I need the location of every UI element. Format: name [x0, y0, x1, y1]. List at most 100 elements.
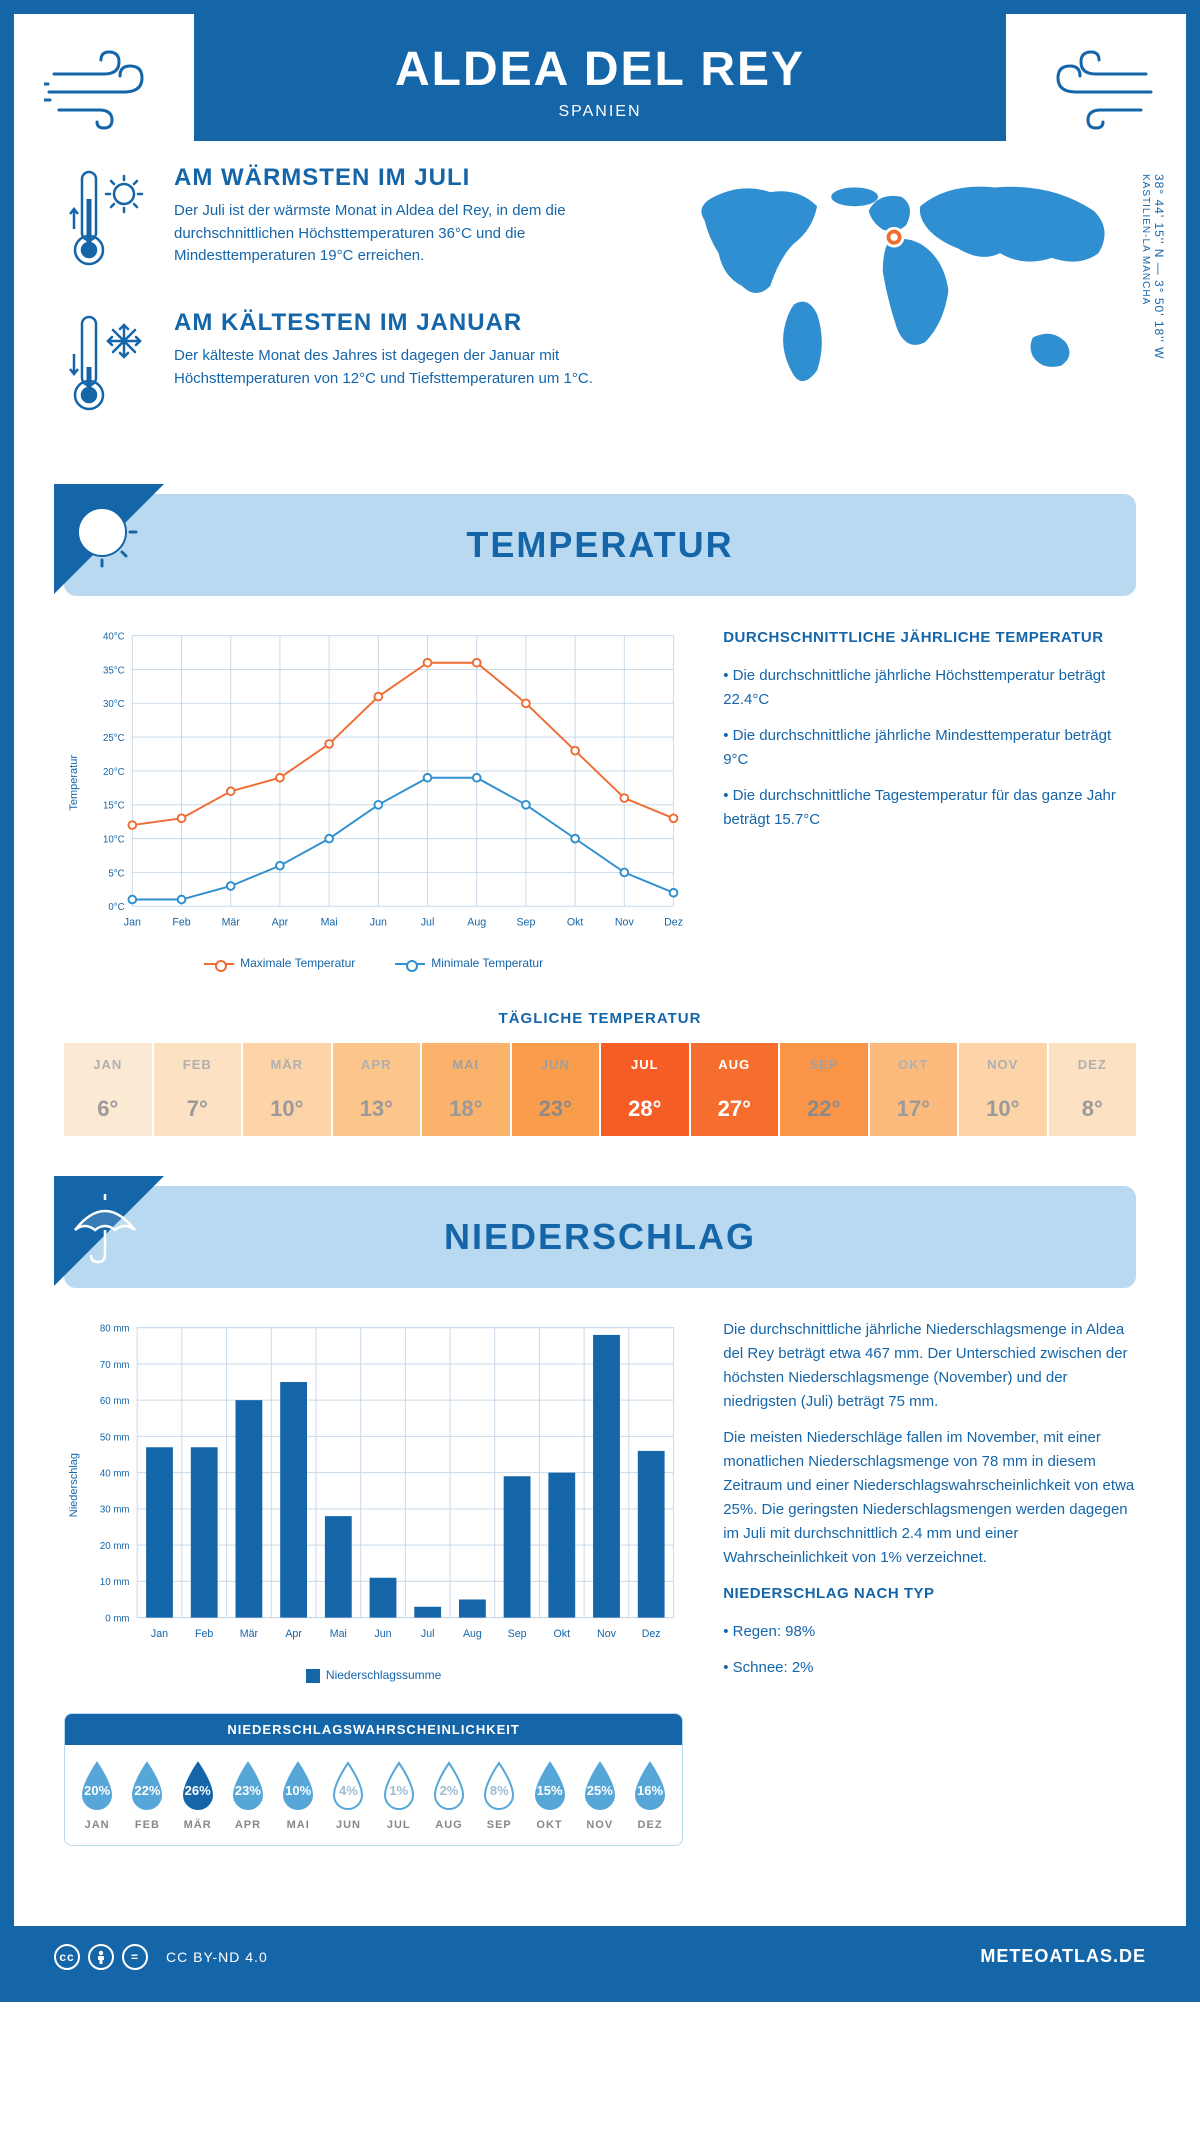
- coldest-block: AM KÄLTESTEN IM JANUAR Der kälteste Mona…: [64, 309, 627, 424]
- city-title: ALDEA DEL REY: [214, 42, 986, 97]
- probability-cell: 22%FEB: [123, 1759, 171, 1831]
- precip-y-axis-label: Niederschlag: [68, 1453, 80, 1517]
- svg-text:15°C: 15°C: [103, 801, 125, 812]
- svg-text:Sep: Sep: [516, 917, 535, 929]
- precipitation-section: NIEDERSCHLAG Niederschlag 0 mm10 mm20 mm…: [64, 1186, 1136, 1845]
- svg-text:Jun: Jun: [370, 917, 387, 929]
- probability-cell: 1%JUL: [375, 1759, 423, 1831]
- precip-type-item: Regen: 98%: [723, 1620, 1136, 1644]
- sun-icon: [62, 492, 152, 582]
- daily-temp-title: TÄGLICHE TEMPERATUR: [64, 1010, 1136, 1027]
- daily-temp-cell: FEB7°: [154, 1043, 242, 1136]
- footer: cc = CC BY-ND 4.0 METEOATLAS.DE: [14, 1926, 1186, 1988]
- temp-y-axis-label: Temperatur: [68, 755, 80, 811]
- svg-text:Okt: Okt: [567, 917, 584, 929]
- daily-temp-cell: DEZ8°: [1049, 1043, 1137, 1136]
- svg-text:Nov: Nov: [597, 1628, 617, 1640]
- probability-cell: 16%DEZ: [626, 1759, 674, 1831]
- license-text: CC BY-ND 4.0: [166, 1949, 268, 1965]
- precip-paragraph-1: Die durchschnittliche jährliche Niedersc…: [723, 1318, 1136, 1414]
- daily-temp-cell: JAN6°: [64, 1043, 152, 1136]
- site-name: METEOATLAS.DE: [980, 1946, 1146, 1967]
- header-row: ALDEA DEL REY SPANIEN: [14, 14, 1186, 164]
- daily-temp-cell: NOV10°: [959, 1043, 1047, 1136]
- daily-temperature-block: TÄGLICHE TEMPERATUR JAN6°FEB7°MÄR10°APR1…: [64, 1010, 1136, 1136]
- avg-temp-bullets: Die durchschnittliche jährliche Höchstte…: [723, 664, 1136, 832]
- temp-bullet: Die durchschnittliche Tagestemperatur fü…: [723, 784, 1136, 832]
- svg-text:Dez: Dez: [642, 1628, 661, 1640]
- country-subtitle: SPANIEN: [214, 103, 986, 121]
- temperature-header: TEMPERATUR: [64, 494, 1136, 596]
- temp-bullet: Die durchschnittliche jährliche Höchstte…: [723, 664, 1136, 712]
- prob-title: NIEDERSCHLAGSWAHRSCHEINLICHKEIT: [65, 1714, 682, 1745]
- umbrella-icon: [60, 1182, 150, 1272]
- svg-text:30°C: 30°C: [103, 699, 125, 710]
- overview-section: AM WÄRMSTEN IM JULI Der Juli ist der wär…: [64, 164, 1136, 454]
- svg-text:Jul: Jul: [421, 917, 435, 929]
- probability-cell: 4%JUN: [324, 1759, 372, 1831]
- daily-temp-cell: OKT17°: [870, 1043, 958, 1136]
- probability-cell: 2%AUG: [425, 1759, 473, 1831]
- warmest-block: AM WÄRMSTEN IM JULI Der Juli ist der wär…: [64, 164, 627, 279]
- svg-text:40°C: 40°C: [103, 632, 125, 643]
- probability-cell: 8%SEP: [475, 1759, 523, 1831]
- precipitation-bar-chart: 0 mm10 mm20 mm30 mm40 mm50 mm60 mm70 mm8…: [84, 1318, 683, 1647]
- svg-text:Aug: Aug: [467, 917, 486, 929]
- svg-text:Okt: Okt: [554, 1628, 571, 1640]
- warmest-title: AM WÄRMSTEN IM JULI: [174, 164, 627, 192]
- svg-text:80 mm: 80 mm: [100, 1324, 130, 1335]
- world-map-icon: [667, 164, 1136, 413]
- temperature-section: TEMPERATUR Temperatur 0°C5°C10°C15°C20°C…: [64, 494, 1136, 1136]
- precip-paragraph-2: Die meisten Niederschläge fallen im Nove…: [723, 1426, 1136, 1570]
- probability-cell: 10%MAI: [274, 1759, 322, 1831]
- svg-text:20°C: 20°C: [103, 767, 125, 778]
- svg-text:70 mm: 70 mm: [100, 1360, 130, 1371]
- by-icon: [88, 1944, 114, 1970]
- cc-icon: cc: [54, 1944, 80, 1970]
- svg-text:35°C: 35°C: [103, 665, 125, 676]
- temperature-legend: Maximale TemperaturMinimale Temperatur: [64, 956, 683, 970]
- precip-type-title: NIEDERSCHLAG NACH TYP: [723, 1582, 1136, 1606]
- svg-text:Apr: Apr: [285, 1628, 302, 1640]
- precip-type-item: Schnee: 2%: [723, 1656, 1136, 1680]
- svg-text:Dez: Dez: [664, 917, 683, 929]
- daily-temp-cell: SEP22°: [780, 1043, 868, 1136]
- svg-text:Jul: Jul: [421, 1628, 435, 1640]
- daily-temp-cell: JUL28°: [601, 1043, 689, 1136]
- coldest-text: Der kälteste Monat des Jahres ist dagege…: [174, 345, 627, 390]
- svg-text:40 mm: 40 mm: [100, 1469, 130, 1480]
- daily-temp-cell: JUN23°: [512, 1043, 600, 1136]
- probability-row: 20%JAN22%FEB26%MÄR23%APR10%MAI4%JUN1%JUL…: [65, 1745, 682, 1845]
- svg-text:Feb: Feb: [195, 1628, 213, 1640]
- svg-text:Nov: Nov: [615, 917, 635, 929]
- probability-cell: 25%NOV: [576, 1759, 624, 1831]
- nd-icon: =: [122, 1944, 148, 1970]
- svg-text:Mär: Mär: [240, 1628, 259, 1640]
- wind-icon-right: [1006, 14, 1186, 164]
- precip-type-list: Regen: 98% Schnee: 2%: [723, 1620, 1136, 1680]
- temperature-title: TEMPERATUR: [84, 524, 1116, 566]
- svg-text:Apr: Apr: [272, 917, 289, 929]
- precipitation-legend: Niederschlagssumme: [64, 1668, 683, 1683]
- license-block: cc = CC BY-ND 4.0: [54, 1944, 268, 1970]
- svg-text:Sep: Sep: [508, 1628, 527, 1640]
- svg-text:Aug: Aug: [463, 1628, 482, 1640]
- daily-temp-cell: MAI18°: [422, 1043, 510, 1136]
- daily-temp-cell: AUG27°: [691, 1043, 779, 1136]
- svg-text:Mär: Mär: [222, 917, 241, 929]
- probability-cell: 20%JAN: [73, 1759, 121, 1831]
- svg-text:20 mm: 20 mm: [100, 1541, 130, 1552]
- svg-text:Jan: Jan: [151, 1628, 168, 1640]
- svg-text:0°C: 0°C: [108, 902, 124, 913]
- coldest-title: AM KÄLTESTEN IM JANUAR: [174, 309, 627, 337]
- thermometer-sun-icon: [64, 164, 154, 279]
- svg-text:Mai: Mai: [330, 1628, 347, 1640]
- title-banner: ALDEA DEL REY SPANIEN: [194, 14, 1006, 141]
- avg-temp-title: DURCHSCHNITTLICHE JÄHRLICHE TEMPERATUR: [723, 626, 1136, 650]
- svg-text:60 mm: 60 mm: [100, 1396, 130, 1407]
- daily-temp-cell: APR13°: [333, 1043, 421, 1136]
- svg-text:10 mm: 10 mm: [100, 1577, 130, 1588]
- probability-cell: 26%MÄR: [174, 1759, 222, 1831]
- precipitation-title: NIEDERSCHLAG: [84, 1216, 1116, 1258]
- precipitation-header: NIEDERSCHLAG: [64, 1186, 1136, 1288]
